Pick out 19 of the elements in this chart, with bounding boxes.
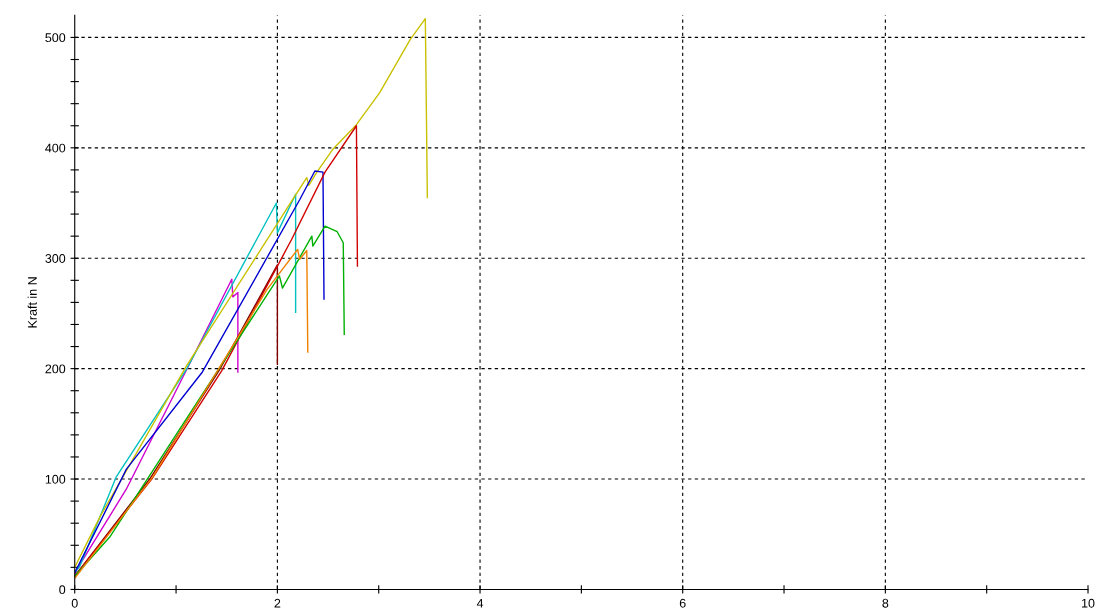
y-tick-label: 400 (45, 143, 66, 153)
y-tick-label: 500 (45, 33, 66, 43)
line-series (74, 170, 325, 574)
line-series (74, 248, 309, 580)
x-tick-label: 2 (274, 598, 281, 608)
line-series (74, 17, 429, 569)
y-axis-title: Kraft in N (27, 277, 37, 328)
line-series (74, 278, 239, 576)
line-series (74, 193, 297, 574)
y-tick-label: 0 (59, 585, 66, 595)
y-tick-label: 200 (45, 364, 66, 374)
line-series (74, 225, 345, 577)
x-tick-label: 4 (476, 598, 484, 608)
x-tick-label: 0 (71, 598, 78, 608)
x-tick-label: 10 (1082, 598, 1095, 608)
x-tick-label: 8 (882, 598, 889, 608)
y-tick-label: 100 (45, 474, 66, 484)
x-tick-label: 6 (679, 598, 686, 608)
y-tick-label: 300 (45, 254, 66, 263)
